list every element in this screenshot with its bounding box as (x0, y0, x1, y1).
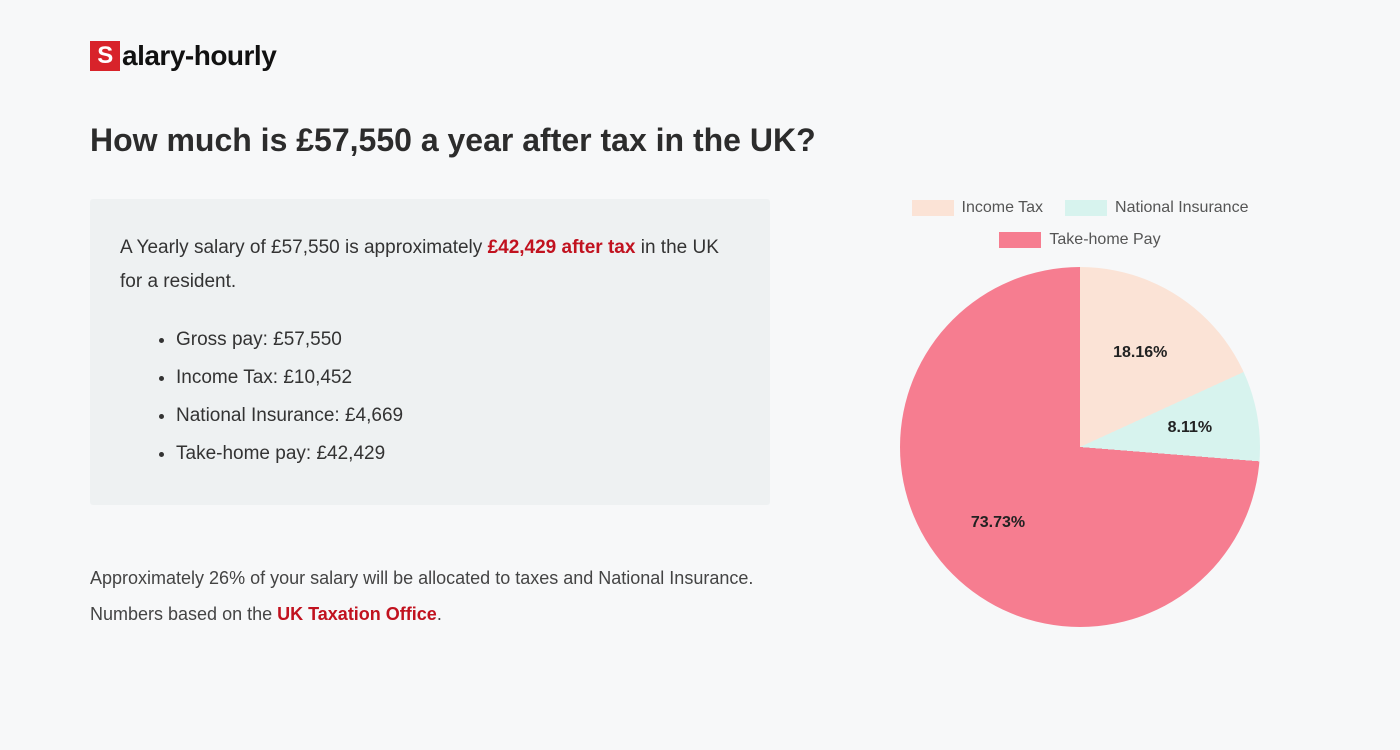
list-item: Gross pay: £57,550 (176, 321, 740, 359)
list-item: Income Tax: £10,452 (176, 359, 740, 397)
pie-label-ni: 8.11% (1168, 419, 1212, 437)
chart-legend: Income Tax National Insurance Take-home … (880, 199, 1280, 249)
pie-label-income-tax: 18.16% (1113, 344, 1167, 362)
page-title: How much is £57,550 a year after tax in … (90, 122, 1310, 159)
logo-text: alary-hourly (122, 40, 276, 72)
left-column: A Yearly salary of £57,550 is approximat… (90, 199, 770, 632)
pie-label-takehome: 73.73% (971, 514, 1025, 532)
legend-item: National Insurance (1065, 199, 1248, 217)
footnote-line1: Approximately 26% of your salary will be… (90, 568, 753, 588)
list-item: Take-home pay: £42,429 (176, 435, 740, 473)
legend-swatch-ni (1065, 200, 1107, 216)
content-row: A Yearly salary of £57,550 is approximat… (90, 199, 1310, 632)
legend-item: Take-home Pay (999, 231, 1160, 249)
summary-lead-pre: A Yearly salary of £57,550 is approximat… (120, 237, 488, 258)
breakdown-list: Gross pay: £57,550 Income Tax: £10,452 N… (120, 321, 740, 473)
footnote: Approximately 26% of your salary will be… (90, 560, 770, 632)
summary-highlight: £42,429 after tax (488, 237, 636, 258)
legend-swatch-takehome (999, 232, 1041, 248)
footnote-line2-pre: Numbers based on the (90, 604, 277, 624)
logo-badge: S (90, 41, 120, 71)
legend-label: National Insurance (1115, 199, 1248, 217)
legend-swatch-income-tax (912, 200, 954, 216)
legend-label: Income Tax (962, 199, 1044, 217)
summary-box: A Yearly salary of £57,550 is approximat… (90, 199, 770, 505)
pie-chart: 18.16% 8.11% 73.73% (900, 267, 1260, 627)
legend-label: Take-home Pay (1049, 231, 1160, 249)
chart-column: Income Tax National Insurance Take-home … (850, 199, 1310, 632)
pie-circle (900, 267, 1260, 627)
tax-office-link[interactable]: UK Taxation Office (277, 604, 437, 624)
site-logo: Salary-hourly (90, 40, 1310, 72)
footnote-line2-post: . (437, 604, 442, 624)
legend-item: Income Tax (912, 199, 1044, 217)
list-item: National Insurance: £4,669 (176, 397, 740, 435)
summary-lead: A Yearly salary of £57,550 is approximat… (120, 231, 740, 299)
